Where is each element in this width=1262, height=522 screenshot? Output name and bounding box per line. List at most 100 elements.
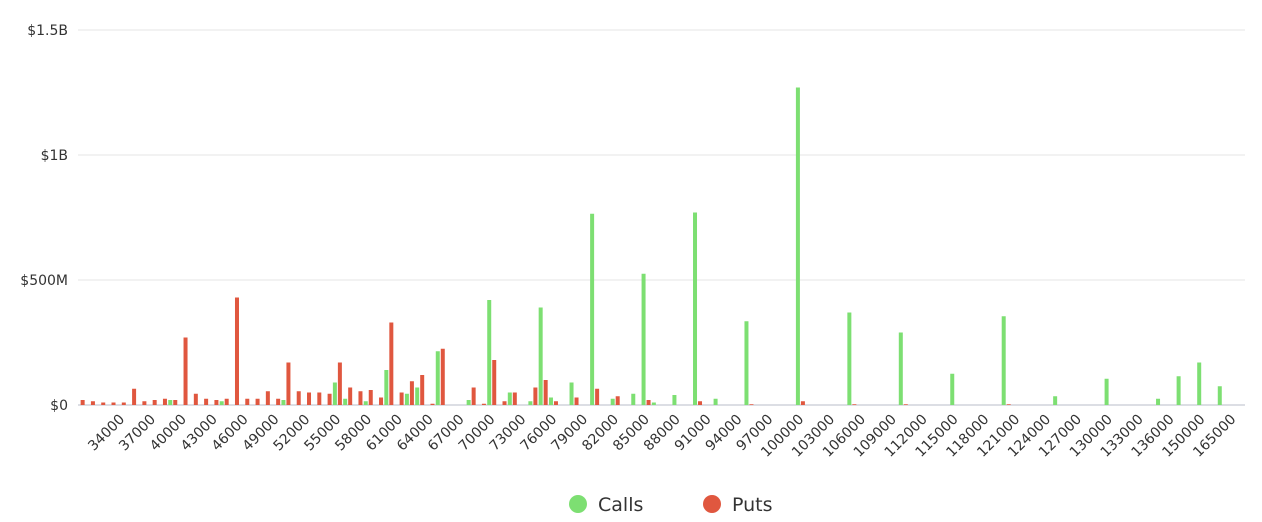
bar: [255, 398, 260, 405]
legend-marker: [569, 495, 587, 513]
bar: [574, 397, 579, 405]
bar: [1006, 404, 1011, 405]
bar: [646, 400, 651, 405]
bar: [1001, 316, 1006, 405]
bar: [214, 400, 219, 405]
bar: [317, 392, 322, 405]
bar: [343, 398, 348, 405]
bar: [543, 380, 548, 405]
bar: [363, 401, 368, 405]
legend-label: Puts: [732, 494, 773, 516]
bar: [615, 396, 620, 405]
bar: [538, 307, 543, 405]
bar: [430, 403, 435, 405]
bar: [553, 401, 558, 405]
bar: [898, 332, 903, 405]
bar: [749, 404, 754, 405]
bar: [466, 400, 471, 405]
bar: [610, 398, 615, 405]
bar: [358, 391, 363, 405]
bar: [502, 401, 507, 405]
bar: [903, 404, 908, 405]
bar: [281, 400, 286, 405]
bar: [219, 401, 224, 405]
bar: [950, 373, 955, 405]
y-tick-label: $0: [50, 398, 68, 414]
bar: [276, 398, 281, 405]
bar: [744, 321, 749, 405]
bar: [409, 381, 414, 405]
bar: [512, 392, 517, 405]
bar: [590, 213, 595, 405]
bar: [142, 401, 147, 405]
bar: [234, 297, 239, 405]
bar: [698, 401, 703, 405]
bar: [852, 404, 857, 405]
bar: [296, 391, 301, 405]
bar: [693, 212, 698, 405]
bar: [1053, 396, 1058, 405]
bar: [672, 395, 677, 405]
bar: [337, 362, 342, 405]
bar: [111, 402, 116, 405]
bar: [348, 387, 353, 405]
bar: [641, 273, 646, 405]
bar: [368, 390, 373, 405]
bar: [307, 392, 312, 405]
bar: [389, 322, 394, 405]
bar: [399, 392, 404, 405]
bar: [265, 391, 270, 405]
bar: [1104, 378, 1109, 405]
bar: [415, 387, 420, 405]
bar: [384, 370, 389, 405]
bar: [193, 393, 198, 405]
bar: [487, 300, 492, 405]
bar: [440, 348, 445, 405]
bar: [507, 392, 512, 405]
bar: [132, 388, 137, 405]
bar: [1156, 398, 1161, 405]
bar: [847, 312, 852, 405]
bar: [481, 403, 486, 405]
bar: [1217, 386, 1222, 405]
bar: [245, 398, 250, 405]
bar: [80, 400, 85, 405]
legend-label: Calls: [598, 494, 643, 516]
bar: [286, 362, 291, 405]
bar: [90, 401, 95, 405]
bar: [224, 398, 229, 405]
bar: [379, 397, 384, 405]
bar: [332, 382, 337, 405]
bar: [183, 337, 188, 405]
bar: [121, 402, 126, 405]
bar: [101, 402, 106, 405]
bar: [152, 400, 157, 405]
bar: [168, 400, 173, 405]
bar: [435, 351, 440, 405]
legend-marker: [703, 495, 721, 513]
bar: [548, 397, 553, 405]
bar: [528, 401, 533, 405]
bar: [651, 402, 656, 405]
bar: [795, 87, 800, 405]
bar: [420, 375, 425, 405]
y-tick-label: $500M: [20, 273, 68, 289]
bar: [327, 393, 332, 405]
bar: [404, 393, 409, 405]
bar: [492, 360, 497, 405]
y-tick-label: $1B: [41, 148, 68, 164]
bar: [471, 387, 476, 405]
bar: [595, 388, 600, 405]
bar: [631, 393, 636, 405]
bar: [162, 398, 167, 405]
bar: [204, 398, 209, 405]
bar: [800, 401, 805, 405]
bar: [173, 400, 178, 405]
bar: [1197, 362, 1202, 405]
bar: [1176, 376, 1181, 405]
y-tick-label: $1.5B: [27, 23, 68, 39]
bar: [569, 382, 574, 405]
bar: [533, 387, 538, 405]
bar: [713, 398, 718, 405]
